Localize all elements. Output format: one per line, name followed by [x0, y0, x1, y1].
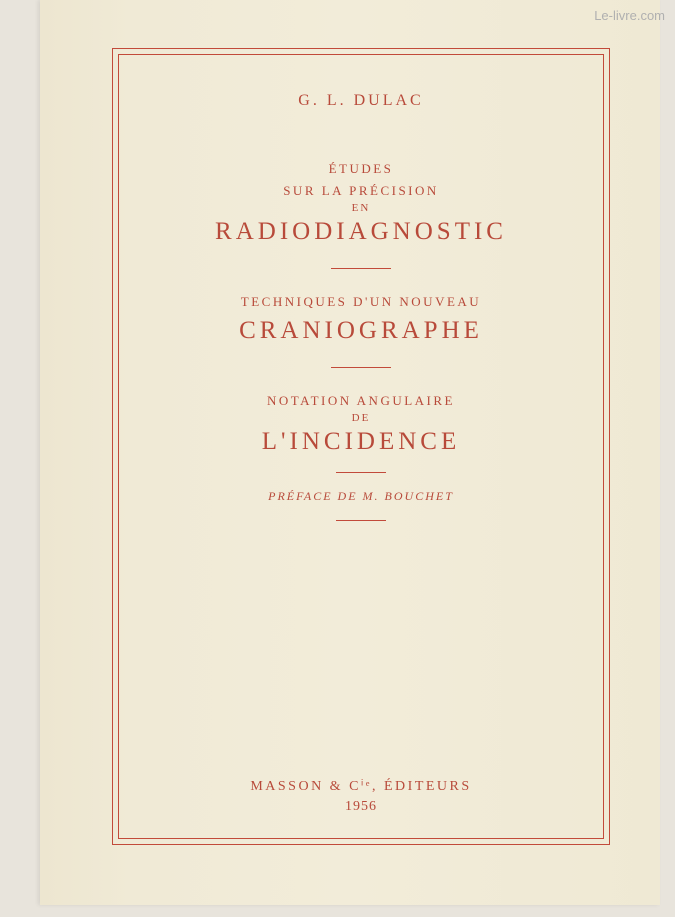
de-line: DE — [262, 412, 460, 424]
section-radiodiagnostic: ÉTUDES SUR LA PRÉCISION EN RADIODIAGNOST… — [215, 158, 507, 246]
section-craniographe: TECHNIQUES D'UN NOUVEAU CRANIOGRAPHE — [239, 291, 483, 345]
preface-line: PRÉFACE DE M. BOUCHET — [268, 489, 454, 504]
techniques-line: TECHNIQUES D'UN NOUVEAU — [239, 291, 483, 313]
craniographe-title: CRANIOGRAPHE — [239, 317, 483, 345]
divider-1 — [331, 268, 391, 269]
divider-2 — [331, 367, 391, 368]
precision-line: SUR LA PRÉCISION — [215, 180, 507, 202]
etudes-line: ÉTUDES — [215, 158, 507, 180]
year-line: 1956 — [345, 799, 377, 815]
incidence-title: L'INCIDENCE — [262, 428, 460, 456]
publisher-line: MASSON & Cⁱᵉ, ÉDITEURS — [250, 778, 471, 795]
radiodiagnostic-title: RADIODIAGNOSTIC — [215, 218, 507, 246]
watermark-text: Le-livre.com — [594, 8, 665, 23]
divider-4 — [336, 520, 386, 521]
notation-line: NOTATION ANGULAIRE — [262, 390, 460, 412]
en-line: EN — [215, 202, 507, 214]
title-page-content: G. L. DULAC ÉTUDES SUR LA PRÉCISION EN R… — [118, 54, 604, 839]
author-name: G. L. DULAC — [298, 92, 423, 110]
book-page: G. L. DULAC ÉTUDES SUR LA PRÉCISION EN R… — [40, 0, 660, 905]
divider-3 — [336, 472, 386, 473]
section-incidence: NOTATION ANGULAIRE DE L'INCIDENCE — [262, 390, 460, 456]
